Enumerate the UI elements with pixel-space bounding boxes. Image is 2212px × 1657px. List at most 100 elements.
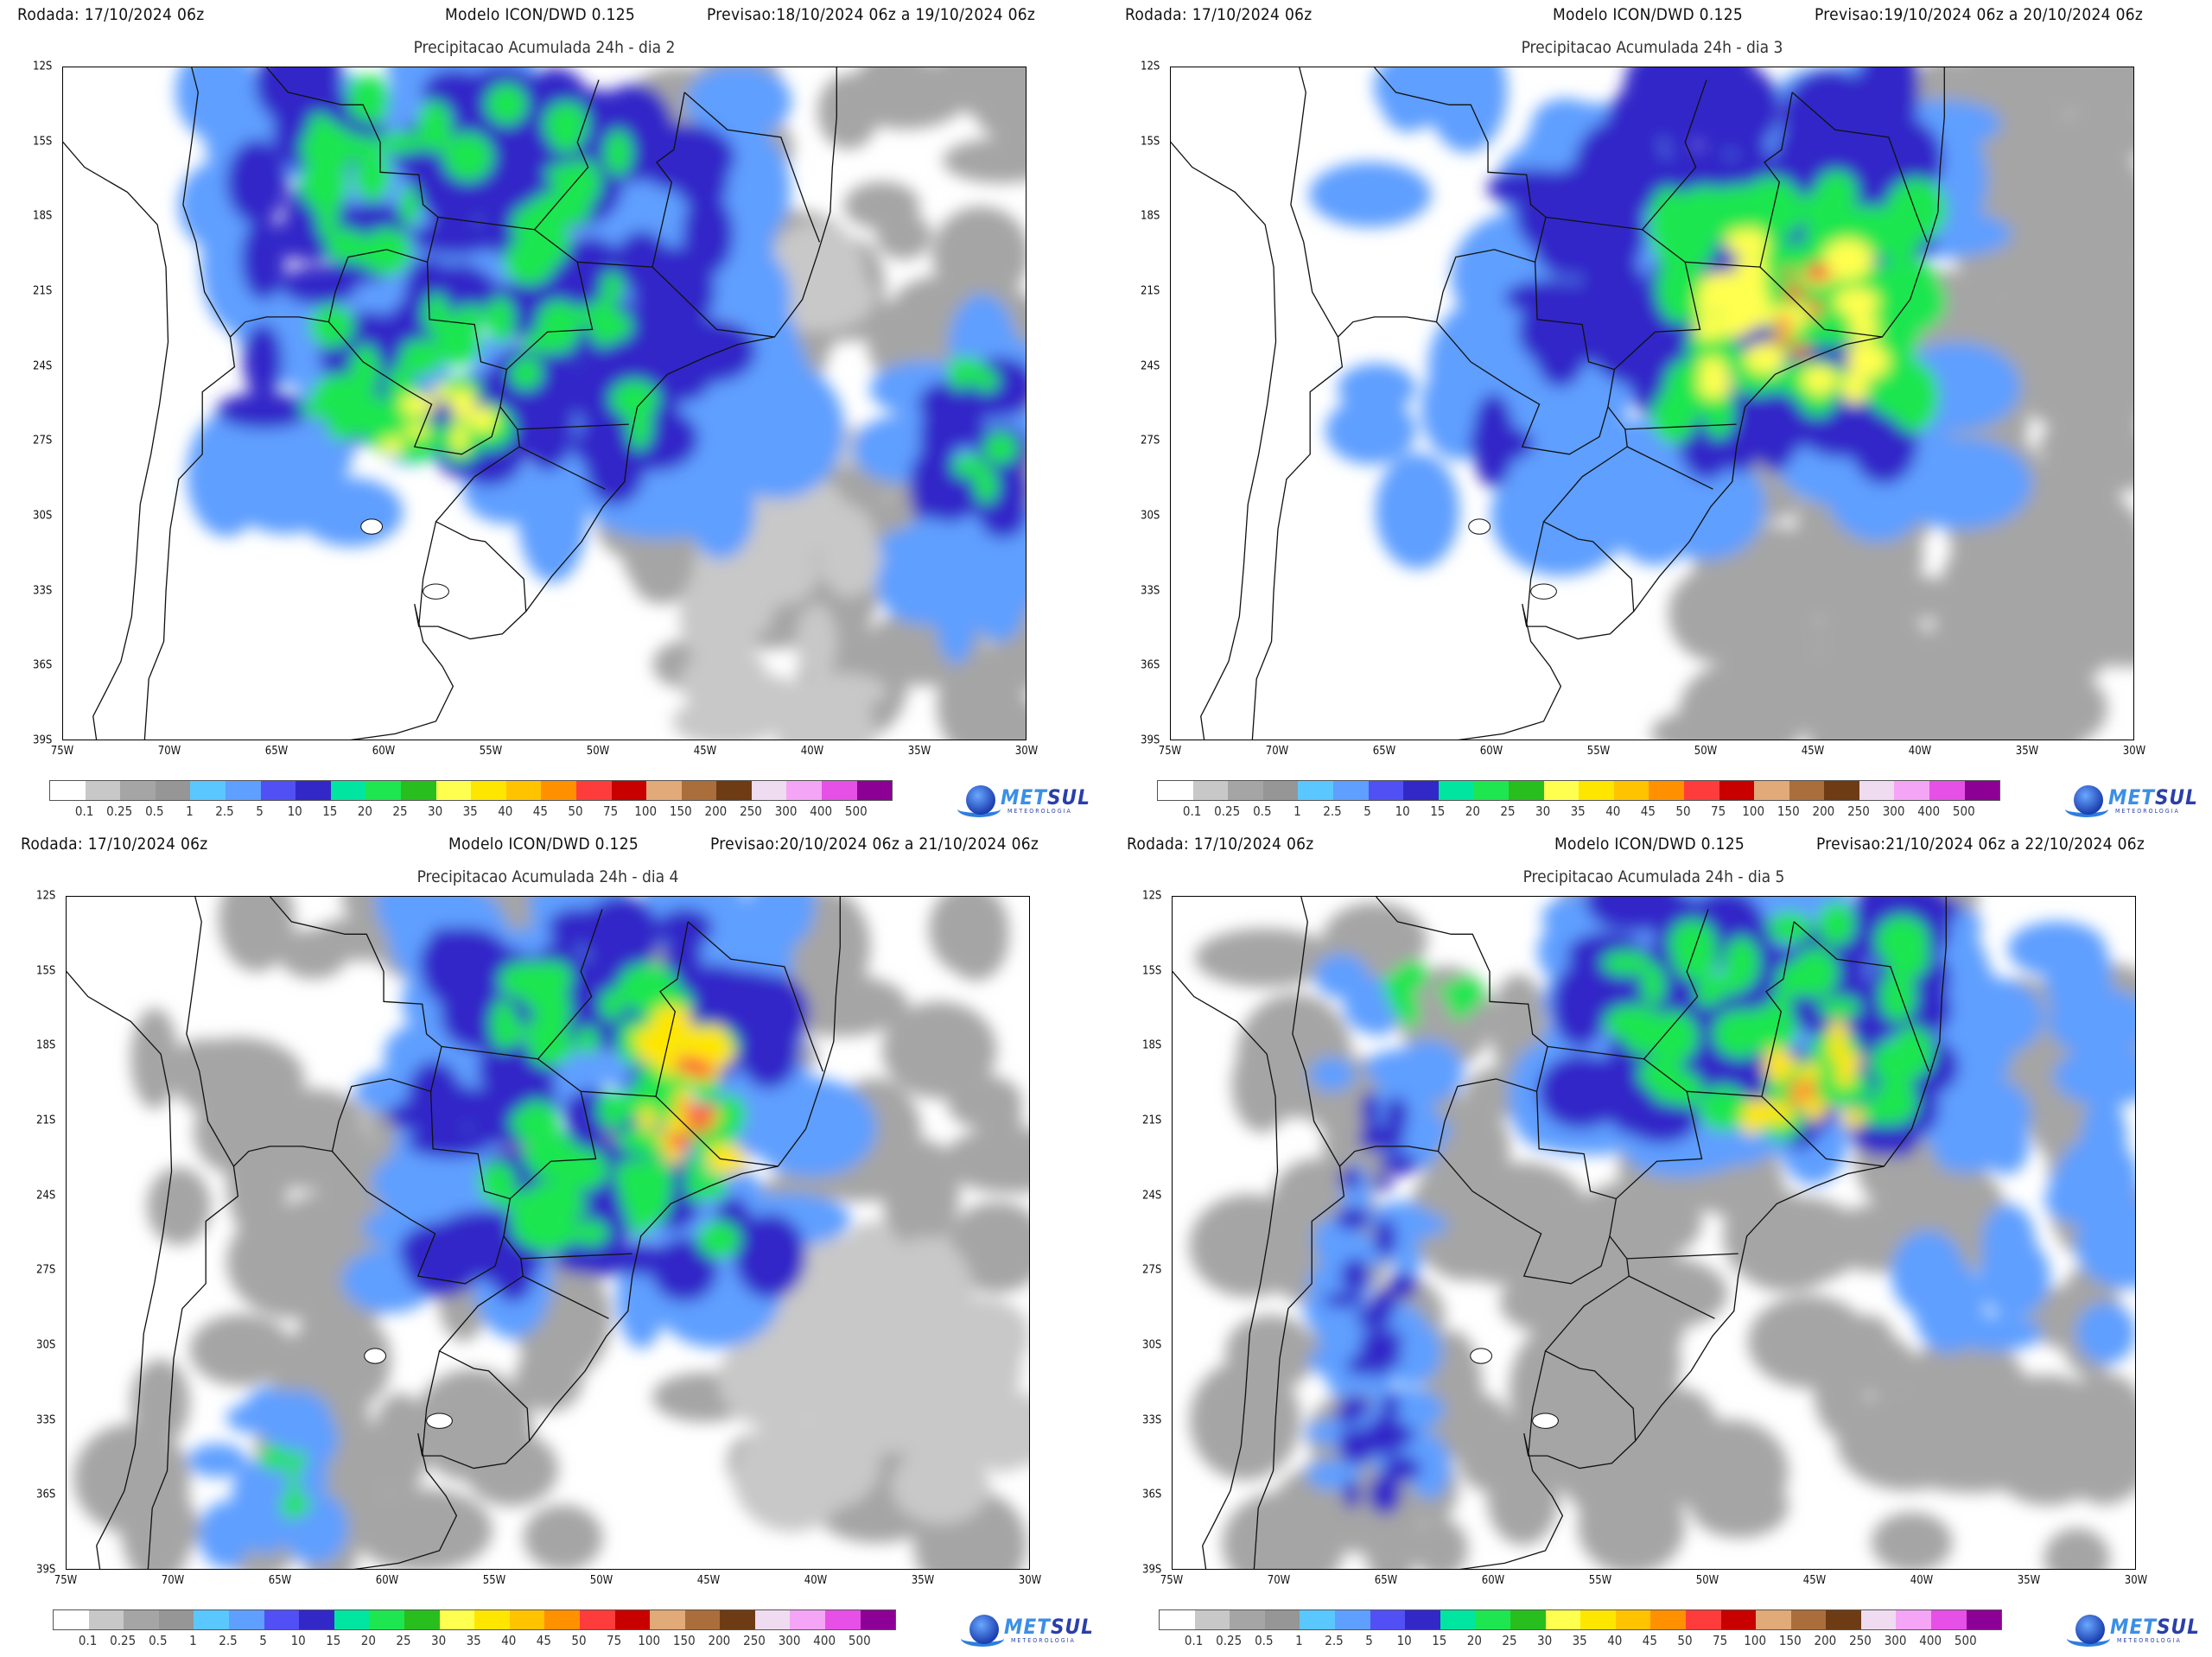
legend-label: 0.5 xyxy=(149,1633,168,1648)
precip-cell xyxy=(2053,1047,2135,1106)
country-border xyxy=(1626,1253,1738,1260)
logo-text-met: MET xyxy=(2110,1615,2157,1639)
logo-subtext: METEOROLOGIA xyxy=(2115,808,2180,815)
forecast-period-label: Previsao:20/10/2024 06z a 21/10/2024 06z xyxy=(710,835,1039,854)
precip-cell xyxy=(1361,1329,1404,1351)
precip-cell xyxy=(1338,1269,1370,1285)
precip-cell xyxy=(1471,393,1515,488)
precip-cell xyxy=(2007,67,2066,149)
legend-label: 0.1 xyxy=(1182,803,1202,819)
precip-cell xyxy=(1878,224,1920,262)
precip-cell xyxy=(1314,954,1369,999)
precip-cell xyxy=(715,586,776,625)
legend-label: 25 xyxy=(1502,1633,1517,1648)
precip-cell xyxy=(443,132,493,181)
precip-cell xyxy=(1605,87,1663,168)
legend-swatch xyxy=(1545,1610,1581,1629)
precip-cell xyxy=(339,399,390,437)
country-border xyxy=(437,216,535,231)
precip-cell xyxy=(696,1059,712,1081)
lon-tick-label: 40W xyxy=(1910,1574,1934,1587)
legend-swatch xyxy=(124,1610,159,1629)
legend-swatch xyxy=(1475,1610,1510,1629)
precip-cell xyxy=(1977,660,2056,740)
legend-label: 50 xyxy=(571,1633,587,1648)
precip-cell xyxy=(354,149,391,202)
precip-cell xyxy=(683,1115,698,1127)
precip-cell xyxy=(1697,370,1731,399)
precip-cell xyxy=(1981,1203,2037,1286)
legend-label: 200 xyxy=(1814,1633,1837,1648)
precip-cell xyxy=(1382,1456,1421,1481)
legend-label: 100 xyxy=(634,803,658,819)
precip-cell xyxy=(286,1453,301,1474)
legend-swatch xyxy=(614,1610,651,1629)
legend-swatch xyxy=(400,781,436,800)
legend-label: 40 xyxy=(1607,1633,1623,1648)
model-label: Modelo ICON/DWD 0.125 xyxy=(445,5,636,24)
legend-swatch xyxy=(88,1610,124,1629)
lat-tick-label: 21S xyxy=(1141,284,1160,298)
legend-label: 0.25 xyxy=(110,1633,137,1648)
precip-cell xyxy=(216,392,312,429)
lake-outline xyxy=(423,583,449,600)
precip-cell xyxy=(1522,422,1581,477)
legend-label: 35 xyxy=(1570,803,1586,819)
coastline-pacific xyxy=(1171,141,1277,740)
precip-cell xyxy=(2072,67,2133,115)
legend-swatch xyxy=(575,781,612,800)
precip-cell xyxy=(1936,657,1987,734)
precip-cell xyxy=(1751,589,1817,720)
precip-cell xyxy=(1726,532,1823,590)
precip-cell xyxy=(1669,1071,1703,1107)
country-border xyxy=(1628,1275,1715,1319)
precip-cell xyxy=(404,1226,482,1298)
legend-swatch xyxy=(1896,1610,1932,1629)
precip-cell xyxy=(1604,1005,1662,1040)
precip-cell xyxy=(570,160,601,206)
lat-tick-label: 36S xyxy=(1142,1488,1162,1501)
country-border xyxy=(1253,897,1345,1569)
legend-swatch xyxy=(1894,781,1930,800)
precip-cell xyxy=(1580,1054,1656,1123)
legend-label: 25 xyxy=(396,1633,411,1648)
precip-cell xyxy=(738,1007,800,1089)
country-border xyxy=(147,897,239,1569)
legend-swatch xyxy=(611,781,647,800)
precip-cell xyxy=(947,1075,1022,1129)
precip-cell xyxy=(1807,377,1832,396)
lon-tick-label: 35W xyxy=(2017,1574,2041,1587)
country-border xyxy=(1547,1045,1644,1060)
country-border xyxy=(1791,92,1929,243)
precip-cell xyxy=(1641,963,1666,1006)
precip-cell xyxy=(525,214,570,268)
precip-cell xyxy=(1394,1039,1464,1103)
precip-cell xyxy=(1835,1063,1855,1088)
country-border xyxy=(143,67,236,740)
precip-cell xyxy=(532,961,573,995)
precip-cell xyxy=(1372,1176,1394,1191)
legend-swatch xyxy=(1964,781,2000,800)
precip-cell xyxy=(1698,1085,1750,1131)
legend-swatch xyxy=(299,1610,334,1629)
lon-tick-label: 40W xyxy=(800,745,824,758)
logo-subtext: METEOROLOGIA xyxy=(2117,1637,2182,1644)
country-border xyxy=(655,921,779,1167)
lon-tick-label: 30W xyxy=(2122,745,2146,758)
precip-cell xyxy=(404,423,430,438)
precip-cell xyxy=(1325,397,1417,465)
lon-tick-label: 55W xyxy=(479,745,503,758)
legend-swatch xyxy=(1826,1610,1861,1629)
country-border xyxy=(1438,1091,1618,1285)
legend-label: 75 xyxy=(603,803,619,819)
precip-cell xyxy=(1446,975,1484,1012)
legend-label: 40 xyxy=(501,1633,517,1648)
precip-cell xyxy=(1549,281,1594,351)
legend-swatch xyxy=(1194,1610,1230,1629)
precip-cell xyxy=(299,1414,339,1465)
country-border xyxy=(518,446,606,490)
legend-label: 250 xyxy=(1849,1633,1872,1648)
legend-swatch xyxy=(1756,1610,1791,1629)
country-border xyxy=(1685,261,1761,268)
precip-cell xyxy=(353,1488,493,1569)
